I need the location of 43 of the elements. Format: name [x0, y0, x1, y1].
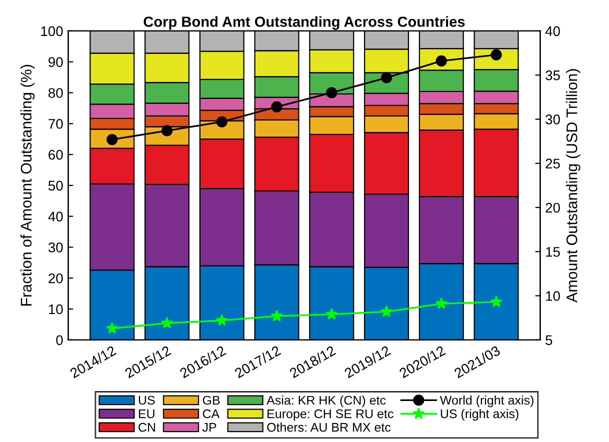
point: [270, 310, 283, 322]
y-tick-label: 60: [48, 150, 63, 160]
y-tick-label: 80: [48, 88, 63, 98]
y-tick-label: 40: [48, 212, 63, 222]
legend-label: Europe: CH SE RU etc: [268, 409, 394, 421]
legend-label: GB: [202, 396, 220, 405]
y-tick-label: 70: [48, 118, 63, 129]
y-axis-title: Fraction of Amount Outstanding (%): [20, 64, 35, 306]
y-tick-label: 50: [48, 180, 63, 191]
y2-tick-label: 40: [545, 26, 560, 36]
y2-axis-title: Amount Outstanding (USD Trillion): [566, 69, 580, 303]
legend-label: Others: AU BR MX etc: [267, 422, 391, 432]
y2-tick-label: 35: [546, 70, 560, 80]
legend-label: CA: [202, 409, 220, 418]
y-tick-label: 100: [41, 26, 63, 36]
point: [216, 116, 228, 128]
legend-label: US (right axis): [440, 409, 518, 421]
point: [326, 87, 338, 98]
legend-label: Asia: KR HK (CN) etc: [266, 396, 386, 408]
chart-title: Corp Bond Amt Outstanding Across Countries: [144, 16, 465, 30]
legend-label: JP: [202, 423, 216, 432]
legend-label: CN: [138, 422, 155, 432]
y2-tick-label: 10: [546, 291, 560, 301]
y2-tick-label: 15: [546, 247, 560, 257]
point: [106, 322, 118, 334]
point: [490, 296, 502, 308]
y-tick-label: 30: [48, 242, 63, 252]
point: [380, 305, 392, 317]
legend-label: World (right axis): [440, 396, 534, 408]
point: [216, 314, 228, 326]
y2-tick-label: 30: [546, 114, 560, 124]
y-tick-label: 20: [48, 273, 63, 284]
point: [435, 297, 448, 309]
point: [161, 316, 173, 328]
y2-tick-label: 20: [546, 202, 560, 213]
legend-label: EU: [138, 409, 154, 418]
y-tick-label: 0: [56, 335, 63, 346]
legend-label: US: [138, 396, 155, 405]
y2-tick-label: 25: [546, 158, 560, 169]
y-tick-label: 10: [48, 304, 63, 314]
y2-tick-label: 5: [546, 335, 552, 346]
point: [326, 308, 338, 320]
y-tick-label: 90: [48, 57, 63, 68]
